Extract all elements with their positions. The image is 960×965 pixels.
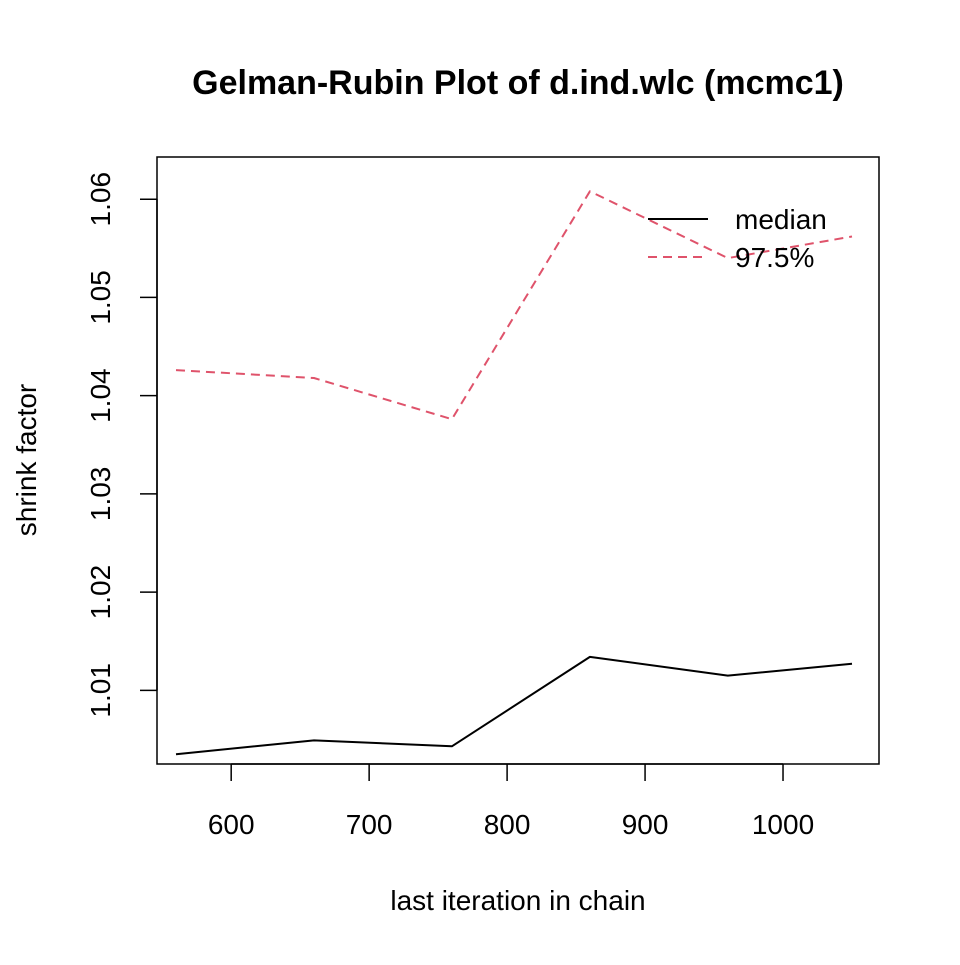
y-tick-label: 1.03 bbox=[85, 467, 116, 522]
x-tick-label: 900 bbox=[622, 809, 669, 840]
y-tick-label: 1.06 bbox=[85, 172, 116, 227]
x-tick-label: 700 bbox=[346, 809, 393, 840]
legend-entry-label: 97.5% bbox=[735, 242, 814, 273]
y-axis-label: shrink factor bbox=[11, 384, 42, 537]
x-axis: 600 700 800 900 1000 bbox=[208, 763, 814, 840]
x-tick-label: 1000 bbox=[752, 809, 814, 840]
series-layer bbox=[175, 190, 853, 756]
chart-title: Gelman-Rubin Plot of d.ind.wlc (mcmc1) bbox=[192, 64, 844, 102]
x-tick-label: 800 bbox=[484, 809, 531, 840]
series-line-median bbox=[175, 655, 853, 756]
y-tick-label: 1.01 bbox=[85, 663, 116, 718]
legend-entry-label: median bbox=[735, 204, 827, 235]
y-axis: 1.01 1.02 1.03 1.04 1.05 1.06 bbox=[85, 172, 158, 718]
series-line-97-5 bbox=[175, 190, 853, 421]
y-tick-label: 1.04 bbox=[85, 368, 116, 423]
y-tick-label: 1.05 bbox=[85, 270, 116, 325]
x-axis-label: last iteration in chain bbox=[390, 885, 645, 916]
y-tick-label: 1.02 bbox=[85, 565, 116, 620]
legend: median 97.5% bbox=[648, 204, 827, 273]
x-tick-label: 600 bbox=[208, 809, 255, 840]
